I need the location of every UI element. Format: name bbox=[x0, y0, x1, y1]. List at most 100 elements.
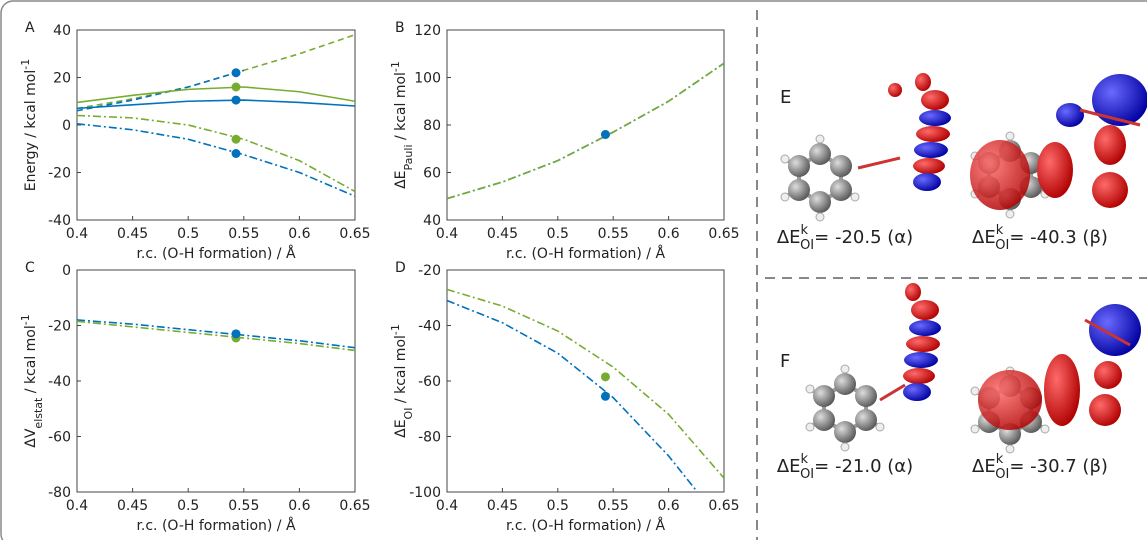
x-axis-label: r.c. (O-H formation) / Å bbox=[506, 245, 666, 262]
y-axis-label: ΔEPauli / kcal mol-1 bbox=[389, 61, 415, 189]
x-tick-label: 0.5 bbox=[547, 498, 569, 514]
x-tick-label: 0.65 bbox=[339, 498, 370, 514]
molecule bbox=[781, 73, 951, 221]
molecule bbox=[806, 283, 941, 451]
plot-area bbox=[77, 270, 355, 492]
page: -40 -20 0 20 40 0.4 0.45 0.5 0.55 0.6 0.65 r.c. (O-… bbox=[0, 0, 1147, 540]
plot-area bbox=[447, 270, 724, 492]
energy-value: = -21.0 (α) bbox=[814, 456, 913, 477]
panel-label: C bbox=[25, 260, 35, 276]
symbol: ΔE bbox=[972, 456, 996, 477]
y-axis-label-part: OI bbox=[402, 408, 415, 420]
y-tick-label: 80 bbox=[423, 118, 441, 134]
y-tick-label: -40 bbox=[48, 374, 71, 390]
y-axis-label-part: -1 bbox=[389, 324, 402, 335]
x-axis-label: r.c. (O-H formation) / Å bbox=[136, 517, 296, 534]
y-axis-label-part: ΔE bbox=[393, 170, 409, 188]
figure: -40 -20 0 20 40 0.4 0.45 0.5 0.55 0.6 0.65 r.c. (O-… bbox=[0, 0, 1147, 540]
y-tick-label: -20 bbox=[418, 263, 441, 279]
y-tick-label: -80 bbox=[418, 430, 441, 446]
y-tick-label: 100 bbox=[414, 71, 441, 87]
point bbox=[232, 149, 241, 158]
x-tick-label: 0.55 bbox=[598, 226, 629, 242]
x-tick-label: 0.6 bbox=[657, 226, 679, 242]
y-tick-label: 20 bbox=[53, 71, 71, 87]
y-tick-label: 0 bbox=[62, 263, 71, 279]
plot-area bbox=[77, 30, 355, 220]
subscript: OI bbox=[995, 467, 1009, 482]
y-tick-label: -60 bbox=[48, 430, 71, 446]
x-tick-label: 0.4 bbox=[66, 226, 88, 242]
x-tick-label: 0.5 bbox=[547, 226, 569, 242]
symbol: ΔE bbox=[972, 227, 996, 248]
superscript: k bbox=[996, 452, 1004, 467]
molecule bbox=[970, 74, 1147, 218]
symbol: ΔE bbox=[777, 456, 801, 477]
panel-label: B bbox=[395, 20, 405, 36]
superscript: k bbox=[801, 223, 809, 238]
panel-label: A bbox=[25, 20, 35, 36]
x-tick-label: 0.65 bbox=[339, 226, 370, 242]
x-axis-label: r.c. (O-H formation) / Å bbox=[136, 245, 296, 262]
point bbox=[232, 135, 241, 144]
x-tick-label: 0.65 bbox=[708, 226, 739, 242]
x-tick-label: 0.4 bbox=[436, 226, 458, 242]
subscript: OI bbox=[995, 238, 1009, 253]
y-axis-label-part: elstat bbox=[32, 397, 45, 429]
superscript: k bbox=[996, 223, 1004, 238]
y-axis-label-part: / kcal mol bbox=[393, 335, 409, 407]
superscript: k bbox=[801, 452, 809, 467]
panel-label: F bbox=[780, 351, 790, 372]
point bbox=[232, 83, 241, 92]
y-axis-label-part: Energy / kcal mol bbox=[23, 70, 39, 191]
y-axis-label-part: ΔE bbox=[393, 419, 409, 437]
plot-area bbox=[447, 30, 724, 220]
energy-value: = -40.3 (β) bbox=[1009, 227, 1108, 248]
point bbox=[232, 96, 241, 105]
panel-label: E bbox=[780, 87, 791, 108]
y-axis-label-part: / kcal mol bbox=[23, 325, 39, 397]
y-tick-label: -40 bbox=[418, 319, 441, 335]
energy-value: = -20.5 (α) bbox=[814, 227, 913, 248]
y-tick-label: 40 bbox=[53, 23, 71, 39]
x-tick-label: 0.45 bbox=[117, 226, 148, 242]
panel-label: D bbox=[395, 260, 406, 276]
y-axis-label-part: -1 bbox=[19, 59, 32, 70]
x-tick-label: 0.5 bbox=[177, 498, 199, 514]
y-axis-label-part: Pauli bbox=[402, 145, 415, 171]
y-axis-label: ΔEOI / kcal mol-1 bbox=[389, 324, 415, 438]
point bbox=[601, 392, 610, 401]
x-tick-label: 0.4 bbox=[436, 498, 458, 514]
x-tick-label: 0.45 bbox=[487, 226, 518, 242]
y-axis-label-part: / kcal mol bbox=[393, 72, 409, 144]
symbol: ΔE bbox=[777, 227, 801, 248]
x-tick-label: 0.45 bbox=[117, 498, 148, 514]
x-axis-label: r.c. (O-H formation) / Å bbox=[506, 517, 666, 534]
y-tick-label: 120 bbox=[414, 23, 441, 39]
energy-value: = -30.7 (β) bbox=[1009, 456, 1108, 477]
point bbox=[232, 68, 241, 77]
molecule bbox=[971, 304, 1141, 453]
x-tick-label: 0.55 bbox=[228, 498, 259, 514]
y-tick-label: -20 bbox=[48, 319, 71, 335]
y-axis-label-part: -1 bbox=[389, 61, 402, 72]
y-axis-label-part: ΔV bbox=[23, 428, 39, 448]
y-tick-label: 0 bbox=[62, 118, 71, 134]
y-tick-label: -60 bbox=[418, 374, 441, 390]
x-tick-label: 0.6 bbox=[288, 498, 310, 514]
point bbox=[601, 130, 610, 139]
y-tick-label: -20 bbox=[48, 166, 71, 182]
x-tick-label: 0.55 bbox=[228, 226, 259, 242]
x-tick-label: 0.55 bbox=[598, 498, 629, 514]
y-axis-label-part: -1 bbox=[19, 314, 32, 325]
x-tick-label: 0.6 bbox=[288, 226, 310, 242]
x-tick-label: 0.45 bbox=[487, 498, 518, 514]
x-tick-label: 0.6 bbox=[657, 498, 679, 514]
orbital-energy: ΔEkOI= -20.5 (α) bbox=[777, 223, 913, 253]
